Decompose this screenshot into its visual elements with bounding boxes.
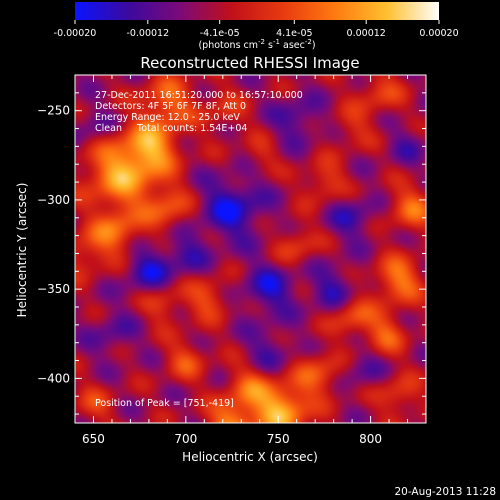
colorbar-tick-label: -4.1e-05 — [200, 28, 240, 39]
colorbar-tick-label: -0.00020 — [54, 28, 97, 39]
peak-position-label: Position of Peak = [751,-419] — [95, 398, 234, 409]
colorbar-tick-label: 0.00012 — [347, 28, 386, 39]
colorbar — [75, 2, 439, 20]
x-axis-title: Heliocentric X (arcsec) — [182, 450, 318, 464]
colorbar-ticks: -0.00020 -0.00012 -4.1e-05 4.1e-05 0.00012 0.… — [54, 20, 459, 39]
x-tick-label: 800 — [359, 432, 382, 446]
annotation-energy: Energy Range: 12.0 - 25.0 keV — [95, 112, 240, 123]
colorbar-tick-label: 0.00020 — [419, 28, 458, 39]
y-tick-label: −400 — [37, 371, 70, 385]
chart-title: Reconstructed RHESSI Image — [140, 54, 359, 72]
y-tick-label: −300 — [37, 193, 70, 207]
annotation-block: 27-Dec-2011 16:51:20.000 to 16:57:10.000… — [95, 90, 303, 134]
colorbar-tick-label: 4.1e-05 — [276, 28, 312, 39]
x-tick-label: 650 — [82, 432, 105, 446]
colorbar-units: (photons cm-2 s-1 asec-2) — [198, 38, 315, 51]
x-tick-label: 700 — [174, 432, 197, 446]
y-tick-label: −350 — [37, 282, 70, 296]
generated-timestamp: 20-Aug-2013 11:28 — [394, 486, 496, 498]
annotation-time: 27-Dec-2011 16:51:20.000 to 16:57:10.000 — [95, 90, 303, 101]
annotation-counts: Clean Total counts: 1.54E+04 — [95, 123, 247, 134]
x-tick-label: 750 — [267, 432, 290, 446]
plot-frame — [74, 74, 427, 424]
heatmap-image — [75, 75, 426, 423]
y-axis-title: Heliocentric Y (arcsec) — [15, 183, 29, 318]
axes: 650 700 750 800 −250 −300 −350 −400 — [37, 75, 427, 446]
y-tick-label: −250 — [37, 104, 70, 118]
colorbar-tick-label: -0.00012 — [126, 28, 169, 39]
annotation-detectors: Detectors: 4F 5F 6F 7F 8F, Att 0 — [95, 101, 246, 112]
